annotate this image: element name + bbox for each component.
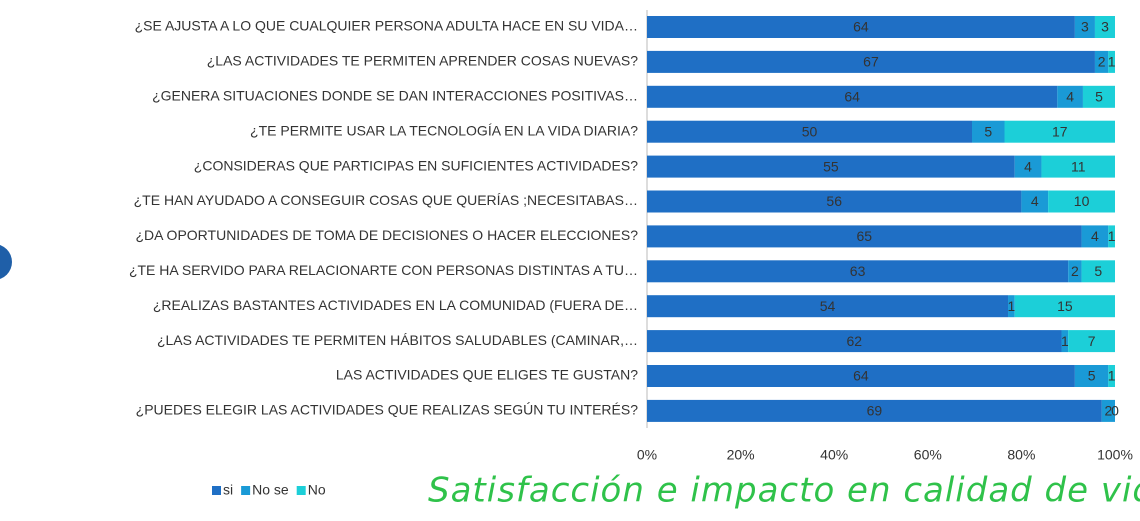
bar-segment: [647, 190, 1022, 213]
data-label: 50: [802, 123, 818, 139]
x-tick-label: 0%: [637, 447, 657, 463]
bar-segment: [1094, 16, 1115, 38]
data-label: 5: [1088, 368, 1096, 384]
legend-label: si: [223, 482, 233, 498]
bar-segment: [1021, 190, 1049, 213]
data-label: 5: [1094, 263, 1102, 279]
bar-segment: [1108, 365, 1115, 387]
data-label: 3: [1101, 19, 1109, 35]
bar-segment: [1108, 225, 1115, 248]
bar-segment: [647, 120, 972, 143]
data-label: 63: [850, 263, 866, 279]
bar-segment: [647, 50, 1095, 73]
y-tick-label: ¿SE AJUSTA A LO QUE CUALQUIER PERSONA AD…: [135, 18, 638, 34]
y-tick-label: ¿LAS ACTIVIDADES TE PERMITEN APRENDER CO…: [207, 53, 638, 69]
data-label: 5: [1095, 89, 1103, 105]
legend-label: No se: [252, 482, 289, 498]
bar-segment: [1081, 260, 1115, 283]
bar-segment: [1008, 295, 1015, 318]
y-tick-label: ¿DA OPORTUNIDADES DE TOMA DE DECISIONES …: [135, 227, 638, 243]
y-tick-label: LAS ACTIVIDADES QUE ELIGES TE GUSTAN?: [336, 367, 638, 383]
x-tick-label: 60%: [914, 447, 942, 463]
data-label: 4: [1066, 89, 1074, 105]
bar-segment: [1041, 155, 1115, 178]
bar-segment: [647, 225, 1082, 248]
data-label: 0: [1111, 403, 1119, 419]
y-tick-label: ¿TE HAN AYUDADO A CONSEGUIR COSAS QUE QU…: [134, 192, 638, 208]
data-label: 15: [1057, 298, 1073, 314]
data-label: 1: [1007, 298, 1015, 314]
data-label: 1: [1061, 333, 1069, 349]
y-tick-label: ¿PUEDES ELEGIR LAS ACTIVIDADES QUE REALI…: [136, 402, 639, 418]
bar-segment: [1068, 260, 1082, 283]
x-tick-label: 80%: [1007, 447, 1035, 463]
y-tick-label: ¿TE HA SERVIDO PARA RELACIONARTE CON PER…: [129, 262, 638, 278]
data-label: 55: [823, 158, 839, 174]
chart-title: Satisfacción e impacto en calidad de vid…: [428, 471, 1140, 511]
bar-segment: [647, 85, 1058, 108]
decoration-circle: [0, 245, 12, 279]
bar-segment: [1094, 50, 1109, 73]
bar-segment: [1014, 155, 1042, 178]
bar-segment: [972, 120, 1005, 143]
legend-swatch: [296, 486, 306, 495]
data-label: 5: [984, 123, 992, 139]
legend-swatch: [212, 486, 221, 495]
data-label: 4: [1091, 228, 1099, 244]
data-label: 56: [826, 193, 842, 209]
x-tick-label: 20%: [727, 447, 755, 463]
y-tick-label: ¿REALIZAS BASTANTES ACTIVIDADES EN LA CO…: [153, 297, 638, 313]
data-label: 7: [1088, 333, 1096, 349]
bar-segment: [1074, 365, 1109, 387]
data-label: 10: [1074, 193, 1090, 209]
data-label: 1: [1108, 54, 1116, 70]
data-label: 2: [1071, 263, 1079, 279]
bar-segment: [647, 260, 1069, 283]
data-label: 62: [846, 333, 862, 349]
bar-segment: [1048, 190, 1115, 213]
bar-segment: [647, 16, 1075, 38]
bar-segment: [1101, 399, 1115, 422]
data-label: 69: [867, 403, 883, 419]
bar-segment: [647, 365, 1075, 387]
data-label: 65: [856, 228, 872, 244]
data-label: 11: [1071, 158, 1086, 174]
y-tick-label: ¿CONSIDERAS QUE PARTICIPAS EN SUFICIENTE…: [194, 157, 638, 173]
legend-swatch: [241, 486, 251, 495]
data-label: 3: [1081, 19, 1089, 35]
bar-segment: [1068, 330, 1115, 353]
data-label: 1: [1108, 228, 1116, 244]
bar-segment: [1057, 85, 1083, 108]
data-label: 64: [853, 368, 869, 384]
bar-segment: [1014, 295, 1115, 318]
bar-segment: [1081, 225, 1109, 248]
bar-segment: [647, 155, 1015, 178]
data-label: 54: [820, 298, 836, 314]
bar-segment: [647, 295, 1009, 318]
data-label: 2: [1105, 403, 1113, 419]
bar-segment: [1004, 120, 1115, 143]
data-label: 67: [863, 54, 879, 70]
data-label: 1: [1108, 368, 1116, 384]
data-label: 17: [1052, 123, 1068, 139]
data-label: 64: [844, 89, 860, 105]
data-label: 64: [853, 19, 869, 35]
y-tick-label: ¿TE PERMITE USAR LA TECNOLOGÍA EN LA VID…: [250, 122, 638, 138]
bar-segment: [1074, 16, 1095, 38]
x-tick-label: 100%: [1097, 447, 1133, 463]
data-label: 4: [1031, 193, 1039, 209]
bar-segment: [647, 330, 1062, 353]
y-tick-label: ¿LAS ACTIVIDADES TE PERMITEN HÁBITOS SAL…: [157, 332, 638, 348]
data-label: 4: [1024, 158, 1032, 174]
x-tick-label: 40%: [820, 447, 848, 463]
data-label: 2: [1098, 54, 1106, 70]
legend-label: No: [308, 482, 326, 498]
bar-segment: [647, 399, 1102, 422]
bar-segment: [1108, 50, 1115, 73]
bar-segment: [1061, 330, 1069, 353]
bar-segment: [1082, 85, 1115, 108]
y-tick-label: ¿GENERA SITUACIONES DONDE SE DAN INTERAC…: [152, 88, 638, 104]
